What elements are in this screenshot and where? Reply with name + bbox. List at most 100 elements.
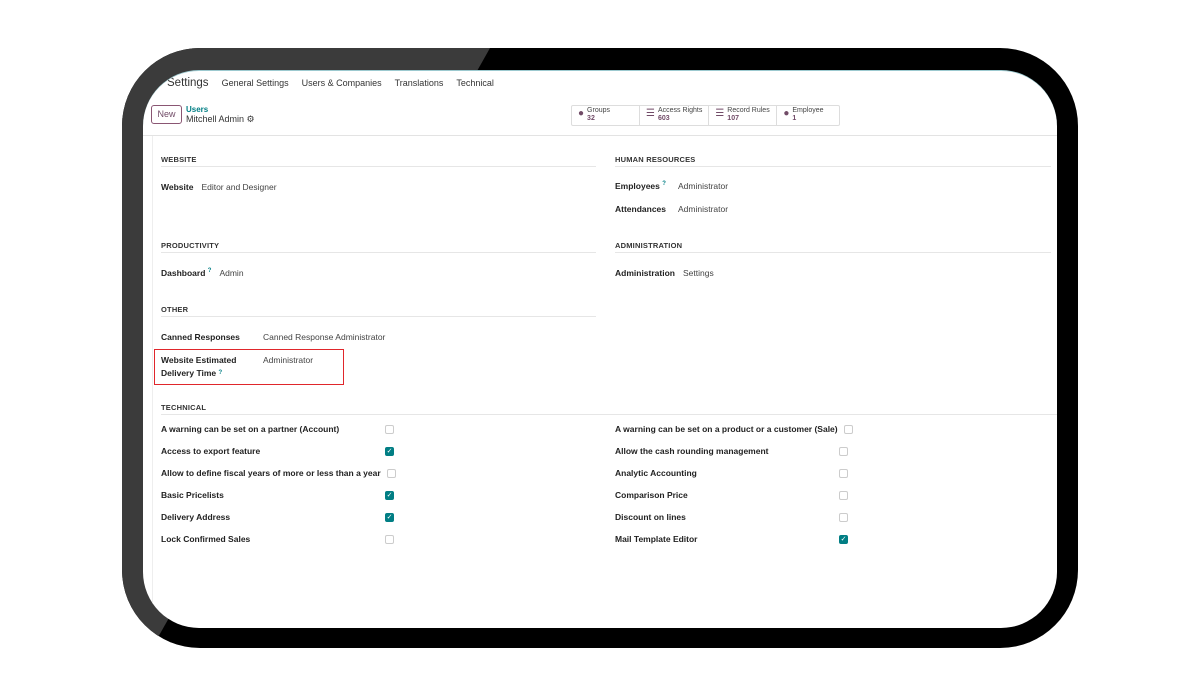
users-icon: ● bbox=[783, 108, 790, 119]
technical-setting-label: Lock Confirmed Sales bbox=[161, 534, 251, 544]
list-icon: ☰ bbox=[646, 108, 655, 119]
canned-responses-field[interactable]: Canned Response Administrator bbox=[263, 332, 386, 342]
section-title-website: WEBSITE bbox=[161, 155, 197, 164]
technical-setting-checkbox[interactable] bbox=[843, 425, 853, 434]
users-icon: ● bbox=[578, 108, 585, 119]
technical-setting-checkbox[interactable] bbox=[385, 425, 394, 434]
technical-setting-checkbox[interactable]: ✓ bbox=[385, 491, 394, 500]
field-row: Canned Responses Canned Response Adminis… bbox=[161, 332, 385, 342]
top-nav: Settings General Settings Users & Compan… bbox=[149, 77, 494, 89]
technical-setting-row: Allow the cash rounding management bbox=[615, 446, 848, 456]
stat-label: Groups bbox=[587, 107, 611, 114]
divider bbox=[161, 166, 596, 167]
technical-setting-row: Allow to define fiscal years of more or … bbox=[161, 468, 396, 478]
breadcrumb-users[interactable]: Users bbox=[186, 105, 209, 114]
divider bbox=[161, 316, 596, 317]
divider bbox=[152, 136, 153, 628]
technical-setting-label: Access to export feature bbox=[161, 446, 261, 456]
nav-users-companies[interactable]: Users & Companies bbox=[301, 78, 382, 88]
odoo-logo-icon bbox=[149, 78, 159, 88]
nav-general-settings[interactable]: General Settings bbox=[221, 78, 289, 88]
breadcrumb-record-row: Mitchell Admin ⚙ bbox=[186, 114, 255, 125]
stat-value: 32 bbox=[587, 115, 595, 122]
stat-access-rights[interactable]: ☰ Access Rights 603 bbox=[640, 106, 710, 125]
website-role-field[interactable]: Editor and Designer bbox=[201, 182, 277, 192]
technical-setting-checkbox[interactable] bbox=[385, 535, 394, 544]
technical-setting-label: Allow to define fiscal years of more or … bbox=[161, 468, 381, 478]
technical-setting-row: Access to export feature ✓ bbox=[161, 446, 394, 456]
stat-buttons: ● Groups 32 ☰ Access Rights 603 ☰ Record Rule… bbox=[571, 105, 841, 126]
list-icon: ☰ bbox=[715, 108, 725, 119]
stat-groups[interactable]: ● Groups 32 bbox=[572, 106, 640, 125]
field-row: Employees ? Administrator bbox=[615, 181, 728, 191]
stat-label: Access Rights bbox=[657, 107, 703, 114]
control-panel: New Users Mitchell Admin ⚙ bbox=[151, 105, 255, 125]
section-title-other: OTHER bbox=[161, 305, 189, 314]
field-label: Canned Responses bbox=[161, 332, 240, 342]
section-title-technical: TECHNICAL bbox=[161, 403, 207, 412]
stat-value: 107 bbox=[727, 115, 739, 122]
technical-setting-label: A warning can be set on a product or a c… bbox=[615, 424, 838, 434]
stat-value: 603 bbox=[657, 115, 670, 122]
field-label: Administration bbox=[615, 268, 675, 278]
stat-label: Record Rules bbox=[727, 107, 770, 114]
field-label: Employees ? bbox=[615, 181, 666, 191]
technical-setting-checkbox[interactable] bbox=[839, 469, 848, 478]
technical-setting-label: Comparison Price bbox=[615, 490, 688, 500]
breadcrumb-record: Mitchell Admin bbox=[186, 114, 245, 124]
technical-setting-row: Lock Confirmed Sales bbox=[161, 534, 394, 544]
section-title-hr: HUMAN RESOURCES bbox=[615, 155, 696, 164]
field-row: Administration Settings bbox=[615, 268, 714, 278]
technical-setting-label: Discount on lines bbox=[615, 512, 686, 522]
divider bbox=[161, 414, 1057, 415]
technical-setting-label: Analytic Accounting bbox=[615, 468, 697, 478]
technical-setting-checkbox[interactable] bbox=[839, 447, 848, 456]
attendances-role-field[interactable]: Administrator bbox=[678, 204, 729, 214]
field-row: Attendances Administrator bbox=[615, 204, 728, 214]
stat-label: Employee bbox=[792, 107, 824, 114]
technical-setting-checkbox[interactable]: ✓ bbox=[385, 447, 394, 456]
dashboard-role-field[interactable]: Admin bbox=[219, 268, 244, 278]
field-label: Website bbox=[161, 182, 194, 192]
field-label: Dashboard ? bbox=[161, 268, 212, 278]
stat-employee[interactable]: ● Employee 1 bbox=[777, 106, 839, 125]
nav-translations[interactable]: Translations bbox=[394, 78, 444, 88]
technical-setting-checkbox[interactable]: ✓ bbox=[839, 535, 848, 544]
technical-setting-label: A warning can be set on a partner (Accou… bbox=[161, 424, 340, 434]
administration-role-field[interactable]: Settings bbox=[682, 268, 714, 278]
technical-setting-row: Delivery Address ✓ bbox=[161, 512, 394, 522]
technical-setting-checkbox[interactable]: ✓ bbox=[385, 513, 394, 522]
section-title-productivity: PRODUCTIVITY bbox=[161, 241, 220, 250]
technical-setting-row: Basic Pricelists ✓ bbox=[161, 490, 394, 500]
technical-setting-row: Analytic Accounting bbox=[615, 468, 848, 478]
highlight-box bbox=[154, 349, 344, 385]
divider bbox=[615, 252, 1051, 253]
stat-value: 1 bbox=[792, 115, 797, 122]
technical-setting-row: A warning can be set on a partner (Accou… bbox=[161, 424, 394, 434]
technical-setting-checkbox[interactable] bbox=[386, 469, 396, 478]
field-label: Attendances bbox=[615, 204, 667, 214]
technical-setting-label: Allow the cash rounding management bbox=[615, 446, 769, 456]
technical-setting-checkbox[interactable] bbox=[839, 513, 848, 522]
section-title-administration: ADMINISTRATION bbox=[615, 241, 683, 250]
field-row: Dashboard ? Admin bbox=[161, 268, 244, 278]
new-button[interactable]: New bbox=[151, 105, 182, 124]
field-label: Website Estimated Delivery Time ? bbox=[161, 355, 237, 378]
app-screen: Settings General Settings Users & Compan… bbox=[143, 70, 1057, 628]
employees-role-field[interactable]: Administrator bbox=[678, 181, 729, 191]
nav-technical[interactable]: Technical bbox=[456, 78, 494, 88]
field-row: Website Estimated Delivery Time ? Adminis… bbox=[161, 354, 313, 380]
technical-setting-row: A warning can be set on a product or a c… bbox=[615, 424, 853, 434]
technical-setting-row: Mail Template Editor ✓ bbox=[615, 534, 848, 544]
stat-record-rules[interactable]: ☰ Record Rules 107 bbox=[709, 106, 778, 125]
gear-icon[interactable]: ⚙ bbox=[246, 114, 255, 124]
technical-setting-label: Delivery Address bbox=[161, 512, 231, 522]
delivery-time-field[interactable]: Administrator bbox=[263, 355, 314, 365]
field-row: Website Editor and Designer bbox=[161, 182, 277, 192]
technical-setting-label: Basic Pricelists bbox=[161, 490, 224, 500]
technical-setting-checkbox[interactable] bbox=[839, 491, 848, 500]
technical-setting-label: Mail Template Editor bbox=[615, 534, 698, 544]
divider bbox=[143, 135, 1057, 136]
app-title[interactable]: Settings bbox=[167, 77, 209, 89]
divider bbox=[615, 166, 1051, 167]
